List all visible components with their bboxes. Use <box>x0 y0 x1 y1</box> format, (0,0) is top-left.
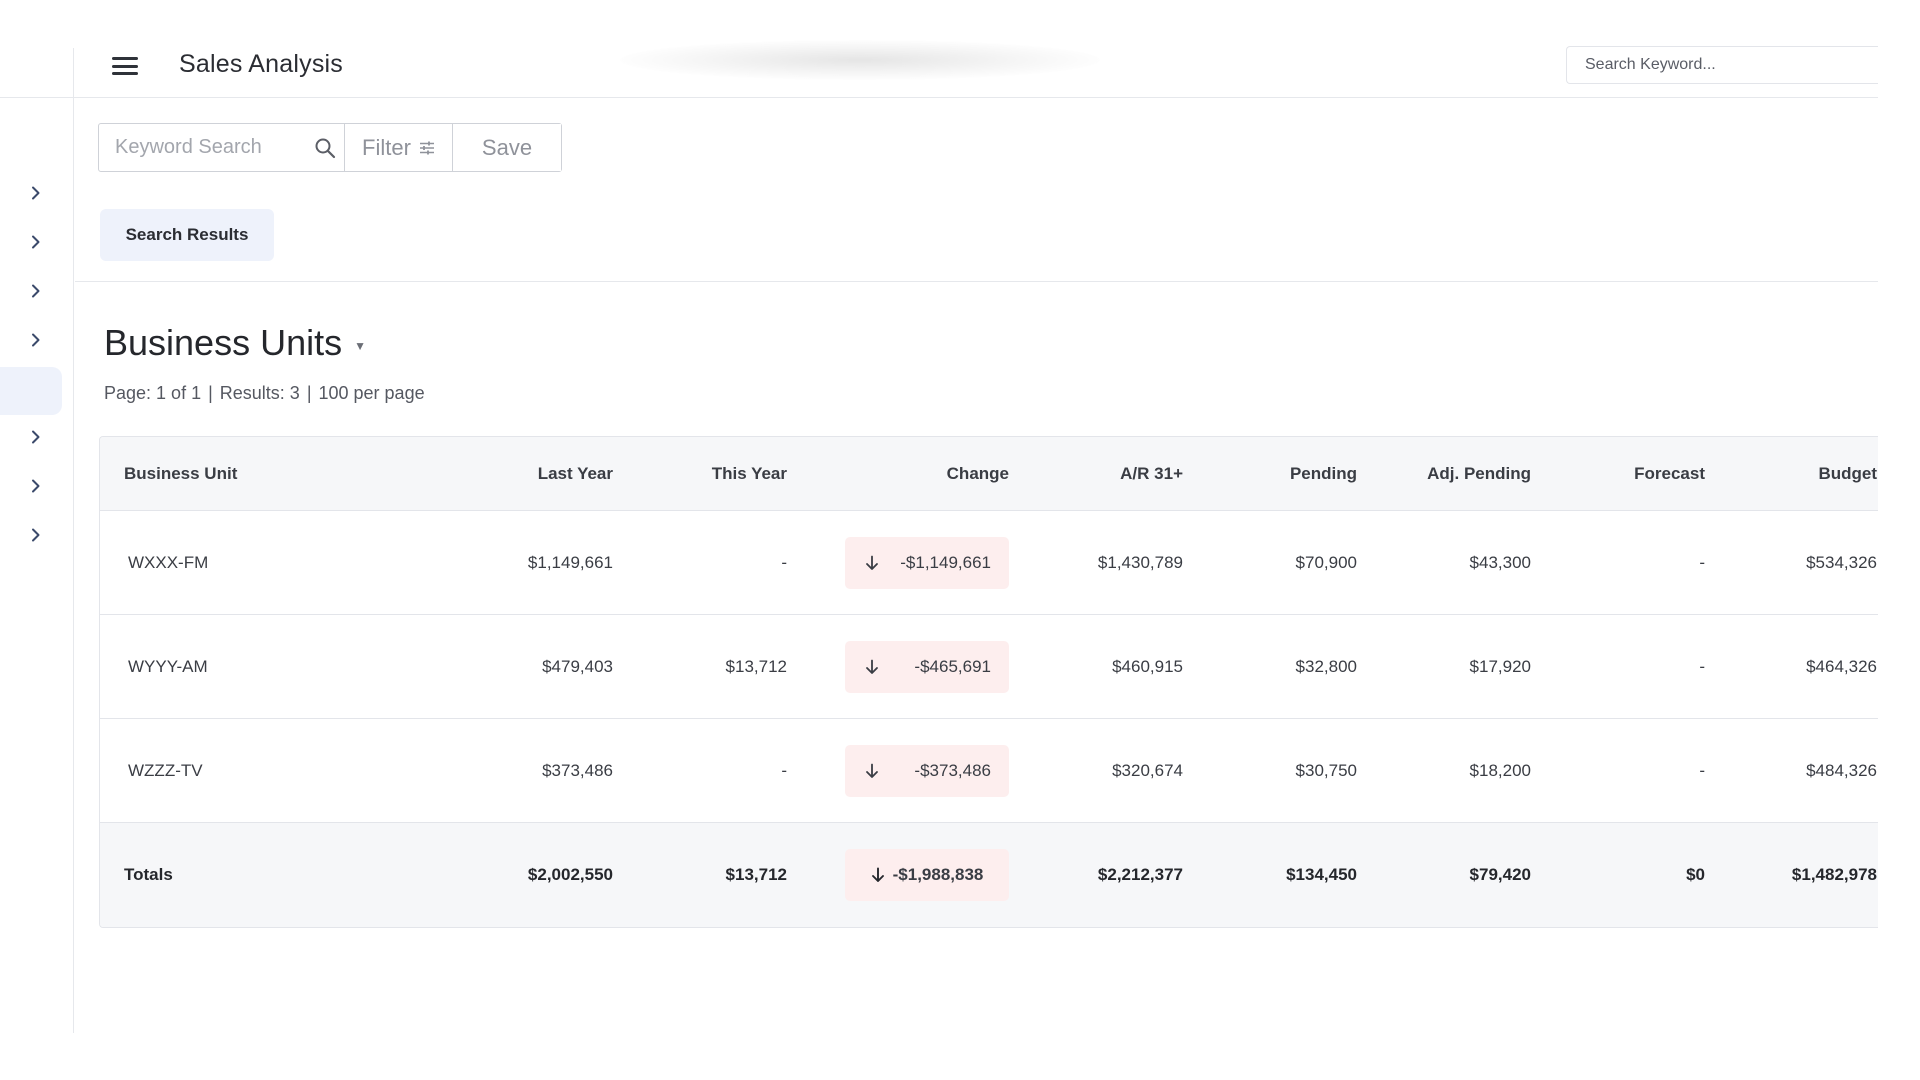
change-value: -$373,486 <box>914 760 991 780</box>
ar-cell: $1,430,789 <box>1097 552 1183 572</box>
search-icon[interactable] <box>314 137 336 159</box>
chevron-right-icon[interactable] <box>24 230 48 254</box>
chevron-right-icon[interactable] <box>24 425 48 449</box>
app-title: Sales Analysis <box>179 50 343 78</box>
total-change-cell: -$1,988,838 <box>845 823 1009 927</box>
chevron-right-icon[interactable] <box>24 523 48 547</box>
chevron-right-icon[interactable] <box>24 279 48 303</box>
meta-separator: | <box>208 383 213 403</box>
per-page-info: 100 per page <box>318 383 425 403</box>
total-adj-pending: $79,420 <box>1469 865 1531 884</box>
adj-pending-cell: $17,920 <box>1469 656 1531 676</box>
arrow-down-icon <box>866 659 878 674</box>
total-forecast: $0 <box>1686 865 1705 884</box>
table-header-row: Business Unit Last Year This Year Change… <box>100 437 1878 511</box>
results-info: Results: 3 <box>219 383 300 403</box>
last-year-cell: $1,149,661 <box>527 552 613 572</box>
business-unit-cell[interactable]: WZZZ-TV <box>128 760 203 780</box>
change-badge[interactable]: -$1,149,661 <box>845 536 1009 589</box>
column-header[interactable]: Pending <box>1289 463 1357 483</box>
global-search-input[interactable] <box>1566 46 1878 84</box>
budget-cell: $464,326 <box>1806 656 1877 676</box>
change-badge[interactable]: -$465,691 <box>845 640 1009 693</box>
keyword-search-input[interactable] <box>99 124 344 171</box>
change-cell: -$465,691 <box>845 615 1009 718</box>
hamburger-menu-icon[interactable] <box>112 55 138 77</box>
caret-down-icon: ▼ <box>354 339 366 353</box>
forecast-cell: - <box>1699 656 1705 676</box>
change-value: -$465,691 <box>914 656 991 676</box>
chevron-right-icon[interactable] <box>24 474 48 498</box>
forecast-cell: - <box>1699 552 1705 572</box>
pending-cell: $70,900 <box>1295 552 1357 572</box>
adj-pending-cell: $18,200 <box>1469 760 1531 780</box>
total-budget: $1,482,978 <box>1791 865 1877 884</box>
save-button[interactable]: Save <box>453 124 561 171</box>
this-year-cell: $13,712 <box>725 656 787 676</box>
filter-button[interactable]: Filter <box>345 124 453 171</box>
this-year-cell: - <box>781 760 787 780</box>
last-year-cell: $373,486 <box>542 760 613 780</box>
section-divider <box>75 281 1878 282</box>
ar-cell: $460,915 <box>1112 656 1183 676</box>
total-last-year: $2,002,550 <box>527 865 613 884</box>
chevron-right-icon[interactable] <box>24 328 48 352</box>
change-cell: -$1,149,661 <box>845 511 1009 614</box>
search-results-tab[interactable]: Search Results <box>100 209 274 261</box>
pagination-info: Page: 1 of 1 | Results: 3 | 100 per page <box>104 383 425 404</box>
ar-cell: $320,674 <box>1112 760 1183 780</box>
total-pending: $134,450 <box>1286 865 1357 884</box>
last-year-cell: $479,403 <box>542 656 613 676</box>
table-row[interactable]: WZZZ-TV $373,486 - -$373,486 $320,674 $3… <box>100 719 1878 823</box>
column-header[interactable]: This Year <box>711 463 787 483</box>
arrow-down-icon <box>866 555 878 570</box>
total-change-badge: -$1,988,838 <box>845 849 1009 901</box>
forecast-cell: - <box>1699 760 1705 780</box>
this-year-cell: - <box>781 552 787 572</box>
column-header[interactable]: A/R 31+ <box>1120 463 1183 483</box>
total-ar: $2,212,377 <box>1097 865 1183 884</box>
page-info: Page: 1 of 1 <box>104 383 202 403</box>
column-header[interactable]: Budget <box>1818 463 1877 483</box>
budget-cell: $534,326 <box>1806 552 1877 572</box>
table-row[interactable]: WYYY-AM $479,403 $13,712 -$465,691 $460,… <box>100 615 1878 719</box>
column-header[interactable]: Forecast <box>1634 463 1705 483</box>
sliders-icon <box>419 141 434 154</box>
business-units-dropdown[interactable]: Business Units ▼ <box>104 322 366 364</box>
keyword-search-wrap <box>99 124 345 171</box>
rail-active-item[interactable] <box>0 367 62 415</box>
table-totals-row: Totals $2,002,550 $13,712 -$1,988,838 $2… <box>100 823 1878 927</box>
pending-cell: $30,750 <box>1295 760 1357 780</box>
left-nav-rail <box>0 48 74 1033</box>
column-header[interactable]: Business Unit <box>124 463 238 483</box>
total-change-value: -$1,988,838 <box>892 865 984 884</box>
column-header[interactable]: Change <box>946 463 1009 483</box>
chevron-right-icon[interactable] <box>24 181 48 205</box>
column-header[interactable]: Adj. Pending <box>1427 463 1531 483</box>
change-badge[interactable]: -$373,486 <box>845 744 1009 797</box>
business-unit-cell[interactable]: WYYY-AM <box>128 656 208 676</box>
business-units-table: Business Unit Last Year This Year Change… <box>99 436 1878 928</box>
change-value: -$1,149,661 <box>900 552 991 572</box>
adj-pending-cell: $43,300 <box>1469 552 1531 572</box>
search-toolbar: Filter Save <box>98 123 562 172</box>
business-unit-cell[interactable]: WXXX-FM <box>128 552 209 572</box>
section-title: Business Units <box>104 322 343 363</box>
totals-label: Totals <box>124 865 173 884</box>
meta-separator: | <box>306 383 312 403</box>
arrow-down-icon <box>871 867 884 882</box>
budget-cell: $484,326 <box>1806 760 1877 780</box>
pending-cell: $32,800 <box>1295 656 1357 676</box>
filter-button-label: Filter <box>362 134 411 160</box>
column-header[interactable]: Last Year <box>537 463 613 483</box>
change-cell: -$373,486 <box>845 719 1009 822</box>
table-row[interactable]: WXXX-FM $1,149,661 - -$1,149,661 $1,430,… <box>100 511 1878 615</box>
arrow-down-icon <box>866 763 878 778</box>
top-header <box>0 47 1878 98</box>
header-shadow <box>620 40 1100 80</box>
total-this-year: $13,712 <box>725 865 787 884</box>
